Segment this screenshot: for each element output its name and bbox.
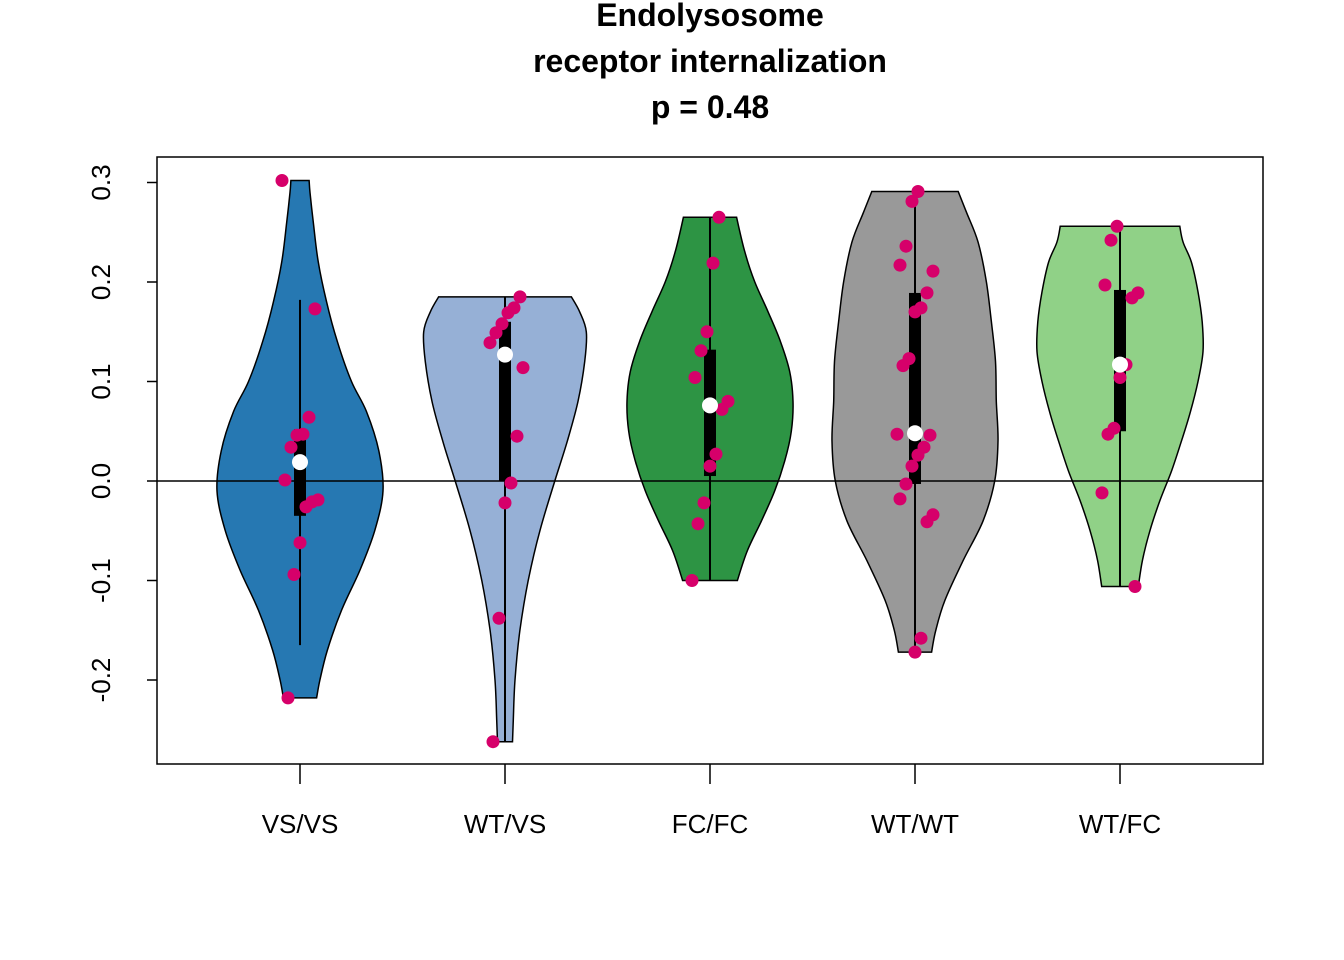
data-point — [920, 515, 934, 529]
data-points-vs-vs — [275, 174, 325, 705]
y-tick-label: -0.2 — [86, 658, 116, 703]
data-point — [1101, 427, 1115, 441]
data-point — [911, 448, 925, 462]
y-tick-label: -0.1 — [86, 558, 116, 603]
x-tick-label: WT/FC — [1079, 809, 1161, 839]
data-point — [920, 286, 934, 300]
title-line-2: receptor internalization — [533, 43, 887, 79]
data-point — [492, 611, 506, 625]
data-point — [516, 361, 530, 375]
data-point — [278, 473, 292, 487]
data-point — [1125, 291, 1139, 305]
data-point — [486, 735, 500, 749]
data-point — [1104, 233, 1118, 247]
x-tick-label: FC/FC — [672, 809, 749, 839]
title-line-1: Endolysosome — [596, 0, 824, 33]
x-tick-label: VS/VS — [262, 809, 339, 839]
data-point — [510, 429, 524, 443]
iqr-box — [499, 321, 511, 481]
data-point — [905, 194, 919, 208]
y-tick-label: 0.1 — [86, 363, 116, 399]
data-point — [284, 440, 298, 454]
data-points-wt-wt — [890, 185, 940, 659]
data-point — [1110, 219, 1124, 233]
data-point — [293, 536, 307, 550]
chart-title: Endolysosome receptor internalization p … — [533, 0, 887, 125]
data-point — [899, 477, 913, 491]
median-marker — [907, 425, 923, 442]
data-point — [1128, 580, 1142, 593]
data-point — [890, 427, 904, 441]
data-point — [893, 492, 907, 506]
data-point — [923, 428, 937, 442]
plot-area: -0.2 -0.1 0.0 0.1 0.2 0.3 VS/VS WT/VS FC/FC WT/WT… — [86, 156, 1264, 839]
data-point — [697, 496, 711, 510]
data-point — [504, 476, 518, 490]
data-point — [688, 371, 702, 384]
data-point — [302, 410, 316, 424]
data-point — [287, 568, 301, 581]
median-marker — [702, 397, 718, 414]
violin-group-wt-wt — [831, 190, 999, 653]
data-point — [1113, 371, 1127, 384]
y-tick-label: 0.2 — [86, 264, 116, 300]
y-tick-label: 0.0 — [86, 463, 116, 499]
data-point — [275, 174, 289, 187]
data-point — [685, 574, 699, 587]
iqr-box — [294, 429, 306, 516]
data-point — [501, 306, 515, 320]
data-point — [290, 428, 304, 442]
data-point — [1098, 278, 1112, 292]
title-line-3: p = 0.48 — [651, 89, 769, 125]
data-point — [914, 631, 928, 645]
data-point — [483, 336, 497, 350]
data-points-wt-vs — [483, 290, 530, 749]
data-point — [281, 691, 295, 705]
data-point — [712, 210, 726, 224]
data-point — [709, 447, 723, 461]
data-point — [908, 305, 922, 319]
violin-group-wt-vs — [422, 296, 588, 743]
data-point — [299, 500, 313, 514]
median-marker — [497, 346, 513, 363]
data-point — [905, 459, 919, 473]
data-point — [899, 239, 913, 253]
x-axis: VS/VS WT/VS FC/FC WT/WT WT/FC — [262, 764, 1161, 839]
data-point — [700, 325, 714, 339]
data-point — [308, 302, 322, 316]
data-point — [1095, 486, 1109, 500]
data-point — [908, 645, 922, 659]
x-tick-label: WT/WT — [871, 809, 959, 839]
y-axis: -0.2 -0.1 0.0 0.1 0.2 0.3 — [86, 164, 157, 702]
data-point — [896, 359, 910, 373]
data-point — [694, 344, 708, 358]
median-marker — [1112, 356, 1128, 373]
data-point — [715, 402, 729, 416]
violin-group-wt-fc — [1035, 225, 1205, 588]
data-point — [691, 517, 705, 531]
data-point — [703, 459, 717, 473]
data-point — [498, 496, 512, 510]
data-points-fc-fc — [685, 210, 735, 587]
data-point — [513, 290, 527, 304]
median-marker — [292, 454, 308, 471]
data-point — [893, 258, 907, 272]
data-point — [911, 185, 925, 198]
data-point — [926, 264, 940, 278]
data-point — [706, 256, 720, 270]
y-tick-label: 0.3 — [86, 164, 116, 200]
x-tick-label: WT/VS — [464, 809, 546, 839]
data-point — [489, 326, 503, 340]
